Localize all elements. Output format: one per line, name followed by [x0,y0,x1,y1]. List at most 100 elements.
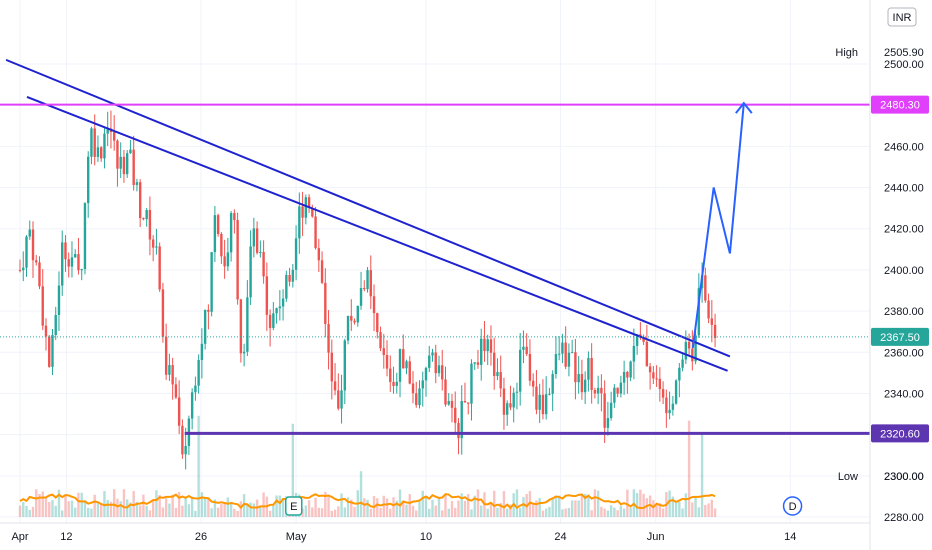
volume-bar [18,505,22,517]
candle-body [603,393,606,428]
candle-body [210,252,213,312]
candle-body [574,352,577,383]
projection-arrowhead[interactable] [735,101,753,114]
volume-bar [268,510,272,517]
volume-bar [155,490,158,517]
grid-lines [0,0,870,523]
candle-body [54,314,57,336]
candle-body [343,340,346,391]
volume-bar [674,502,678,517]
candle-body [583,379,587,393]
volume-bar [83,500,87,517]
volume-bar [314,497,317,517]
candle-body [28,229,31,237]
price-tags: 2480.30 2367.50 2320.60 High 2505.90 Low 2300.… [835,7,929,483]
volume-bar [213,499,217,517]
horizontal-levels[interactable] [0,103,870,435]
candle-body [330,352,334,382]
projection-line[interactable] [691,103,745,349]
candle-body [678,367,681,381]
candle-body [259,251,262,253]
candle-body [246,297,249,352]
candle-body [668,409,671,414]
volume-bar [564,508,567,517]
dividend-marker[interactable] [782,496,803,516]
volume-bar [112,489,116,517]
earnings-marker[interactable] [285,496,303,516]
candle-body [311,207,314,217]
candle-body [226,252,230,267]
candle-body [444,379,447,405]
candle-body [100,147,103,159]
volume-bar [57,489,61,517]
volume-bar [502,491,506,517]
candle-body [155,246,158,248]
candle-body [648,366,652,373]
currency-badge[interactable] [887,7,917,27]
y-axis[interactable]: 2280.002300.002320.002340.002360.002380.… [869,0,924,550]
volume-bar [64,494,67,517]
candle-body [359,288,363,306]
candle-body [463,400,467,403]
volume-bar [151,500,155,517]
volume-bar [398,489,402,517]
candle-body [353,320,356,323]
volume-bar [635,493,639,517]
volume-bar [694,496,697,517]
candle-body [415,393,418,406]
volume-bar [48,501,51,517]
candle-body [405,361,408,369]
trendlines[interactable] [5,58,731,372]
volume-bar [704,504,707,517]
candle-body [93,128,96,157]
candle-body [596,387,600,394]
candle-body [242,351,246,354]
candle-body [577,373,580,383]
trendline-2[interactable] [26,96,728,372]
candle-body [294,238,298,270]
volume-bar [415,510,418,517]
volume-bar [171,494,174,517]
volume-bar [707,503,710,517]
candle-body [645,341,649,367]
volume-bar [700,431,704,517]
volume-bar [304,505,308,517]
volume-bar [457,500,460,517]
candle-body [398,349,402,382]
high-label: High [835,47,858,59]
candle-body [554,354,558,374]
candle-body [142,218,145,220]
candle-body [194,385,197,393]
volume-bar [194,510,197,517]
volume-bar [275,495,278,517]
projection-path[interactable] [691,101,753,349]
candle-body [512,392,515,408]
volume-bar [359,471,363,517]
volume-bar [441,510,444,517]
trendline-1[interactable] [5,58,731,358]
candle-body [96,147,100,157]
candle-body [22,267,25,271]
candle-body [220,234,223,257]
volume-bar [538,498,541,517]
volume-bar [103,491,106,517]
candle-body [151,239,155,248]
x-tick-label: 24 [554,531,566,543]
candle-body [249,246,252,298]
volume-bar [135,501,139,517]
candle-body [564,342,567,367]
volume-bar [697,507,701,517]
candle-body [408,361,411,384]
volume-bar [93,494,96,517]
candle-body [197,360,200,386]
x-axis: Apr 12 26 May 10 24 Jun 14 [0,522,870,543]
volume-bar [249,502,252,517]
volume-bar [61,510,64,517]
volume-bar [333,509,337,517]
volume-bar [385,498,389,517]
volume-bar [320,508,324,517]
candle-body [457,422,460,439]
candle-body [684,341,688,360]
